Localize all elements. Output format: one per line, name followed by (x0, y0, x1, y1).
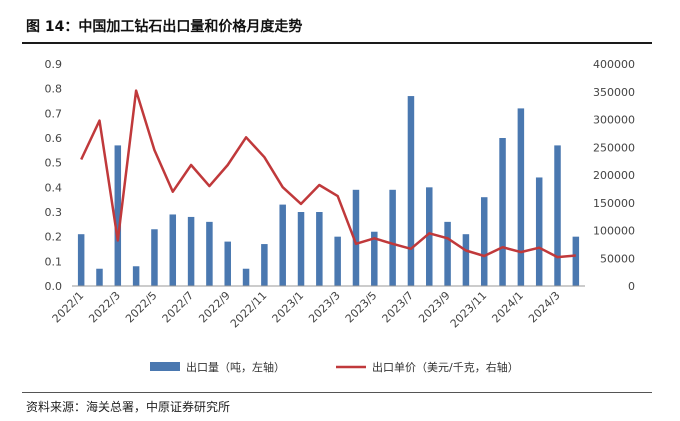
x-tick-label: 2022/1 (50, 289, 87, 326)
x-tick-label: 2024/1 (489, 289, 526, 326)
figure-title: 图 14：中国加工钻石出口量和价格月度走势 (26, 19, 303, 35)
bar (187, 216, 195, 286)
bar (316, 212, 323, 286)
right-tick-label: 250000 (593, 141, 635, 154)
right-tick-label: 300000 (593, 114, 635, 127)
source-note: 资料来源：海关总署，中原证券研究所 (26, 400, 231, 414)
bar (554, 145, 561, 286)
right-tick-label: 400000 (593, 58, 635, 71)
x-tick-label: 2023/11 (448, 289, 490, 331)
right-tick-label: 150000 (593, 197, 635, 210)
right-axis: 0 50000 100000 150000 200000 250000 300000 3500… (593, 58, 635, 293)
x-tick-label: 2022/7 (160, 289, 197, 326)
right-tick-label: 200000 (593, 169, 635, 182)
bar (224, 241, 231, 286)
legend-line-label: 出口单价（美元/千克，右轴） (372, 360, 519, 374)
bar (114, 145, 122, 286)
bar (279, 204, 286, 286)
x-tick-label: 2023/7 (380, 289, 417, 326)
right-tick-label: 100000 (593, 225, 635, 238)
bar (261, 244, 268, 286)
x-tick-label: 2022/5 (123, 289, 160, 326)
x-tick-label: 2022/9 (196, 289, 233, 326)
line-series (80, 89, 576, 259)
x-tick-label: 2024/3 (526, 289, 563, 326)
bar (407, 96, 415, 286)
bar (535, 177, 543, 286)
left-tick-label: 0.0 (45, 280, 63, 293)
source-rule (22, 392, 652, 393)
bar (389, 189, 396, 286)
left-tick-label: 0.5 (45, 157, 63, 170)
price-line (80, 89, 576, 259)
left-tick-label: 0.3 (45, 206, 63, 219)
bar (499, 138, 506, 286)
bar (352, 189, 360, 286)
x-tick-label: 2022/11 (228, 289, 270, 331)
bar (334, 236, 341, 286)
left-tick-label: 0.8 (45, 83, 63, 96)
bar (517, 108, 525, 287)
left-tick-label: 0.2 (45, 231, 63, 244)
x-tick-label: 2023/3 (306, 289, 343, 326)
bar (426, 187, 433, 286)
legend: 出口量（吨，左轴） 出口单价（美元/千克，右轴） (150, 360, 519, 374)
bar (480, 197, 488, 286)
x-tick-label: 2023/5 (343, 289, 380, 326)
left-tick-label: 0.1 (45, 255, 63, 268)
bar (242, 268, 250, 286)
legend-bar-label: 出口量（吨，左轴） (186, 360, 285, 374)
left-tick-label: 0.9 (45, 58, 63, 71)
bar (77, 234, 85, 286)
bar (151, 229, 158, 286)
right-tick-label: 350000 (593, 86, 635, 99)
left-tick-label: 0.4 (45, 181, 63, 194)
legend-bar-swatch (150, 362, 180, 371)
bar (297, 212, 305, 286)
bar (96, 268, 103, 286)
x-tick-label: 2023/9 (416, 289, 453, 326)
x-tick-label: 2023/1 (270, 289, 307, 326)
title-rule (22, 42, 652, 44)
bar (169, 214, 177, 286)
bar (371, 231, 378, 286)
bar-series (77, 96, 580, 287)
bar (444, 221, 451, 286)
bar (132, 266, 140, 286)
bar (206, 221, 213, 286)
left-axis: 0.0 0.1 0.2 0.3 0.4 0.5 0.6 0.7 0.8 0.9 (45, 58, 63, 293)
right-tick-label: 0 (628, 280, 635, 293)
left-tick-label: 0.7 (45, 107, 63, 120)
right-tick-label: 50000 (600, 252, 635, 265)
bar (462, 234, 470, 286)
bar (572, 236, 580, 286)
x-tick-label: 2022/3 (86, 289, 123, 326)
left-tick-label: 0.6 (45, 132, 63, 145)
